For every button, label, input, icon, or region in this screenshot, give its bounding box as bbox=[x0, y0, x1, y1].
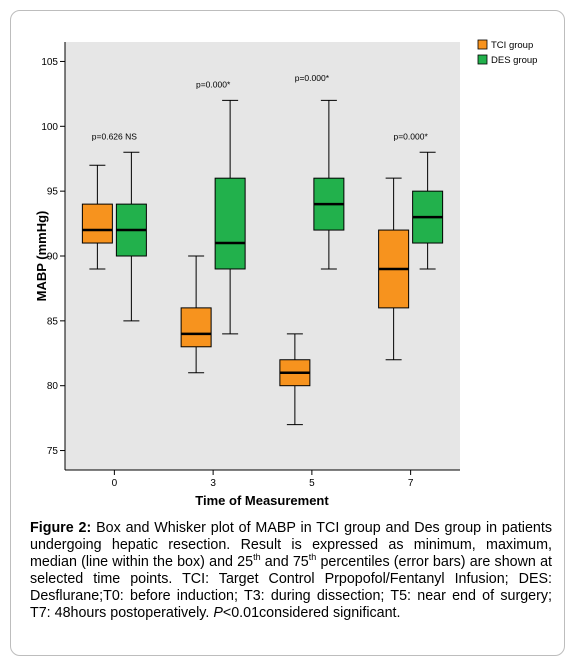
caption-text-2: and 75 bbox=[260, 554, 309, 570]
y-tick-label: 95 bbox=[47, 187, 59, 198]
box-tci-group-t3 bbox=[180, 255, 212, 374]
iqr-box bbox=[81, 203, 113, 244]
p-value-label: p=0.626 NS bbox=[92, 131, 137, 141]
x-axis: 0 3 5 7 bbox=[65, 469, 460, 489]
x-tick-label: 5 bbox=[309, 478, 315, 489]
y-tick-label: 100 bbox=[41, 122, 58, 133]
y-axis-label: MABP (mmHg) bbox=[34, 211, 49, 302]
y-tick-label: 105 bbox=[41, 57, 58, 68]
caption-sup-1: th bbox=[253, 552, 261, 563]
box-tci-group-t0 bbox=[81, 164, 113, 270]
p-value-label: p=0.000* bbox=[295, 73, 330, 83]
caption-text-3: percentiles (error bars) are shown at se… bbox=[30, 554, 553, 621]
legend: TCI group DES group bbox=[477, 39, 537, 66]
x-tick-label: 0 bbox=[112, 478, 118, 489]
iqr-box bbox=[214, 177, 246, 270]
y-tick-label: 85 bbox=[47, 316, 59, 327]
caption-label: Figure 2: bbox=[30, 520, 92, 536]
y-tick-label: 90 bbox=[47, 252, 59, 263]
box-tci-group-t7 bbox=[378, 177, 410, 361]
x-tick-label: 7 bbox=[408, 478, 414, 489]
caption-p-italic: P bbox=[213, 605, 223, 621]
caption-text-1: Box and Whisker plot of MABP in TCI grou… bbox=[30, 520, 552, 570]
box-des-group-t3 bbox=[214, 99, 246, 335]
legend-swatch bbox=[477, 54, 488, 65]
caption-sup-2: th bbox=[308, 552, 317, 563]
p-value-annotations: p=0.626 NS p=0.000* p=0.000* p=0.000* bbox=[92, 73, 429, 141]
box-series bbox=[81, 99, 444, 426]
caption-text-4: <0.01considered significant. bbox=[222, 605, 401, 621]
y-axis: 75 80 85 90 95 100 105 bbox=[41, 42, 66, 470]
legend-label: TCI group bbox=[491, 40, 533, 51]
box-des-group-t7 bbox=[412, 151, 444, 270]
iqr-box bbox=[180, 307, 212, 348]
p-value-label: p=0.000* bbox=[196, 79, 231, 89]
p-value-label: p=0.000* bbox=[393, 131, 428, 141]
legend-label: DES group bbox=[491, 55, 537, 66]
x-tick-label: 3 bbox=[210, 478, 216, 489]
figure-caption: Figure 2: Box and Whisker plot of MABP i… bbox=[30, 520, 552, 622]
box-des-group-t5 bbox=[313, 99, 345, 270]
box-des-group-t0 bbox=[115, 151, 147, 322]
x-axis-label: Time of Measurement bbox=[195, 493, 329, 508]
y-tick-label: 80 bbox=[47, 381, 59, 392]
y-tick-label: 75 bbox=[47, 446, 59, 457]
legend-swatch bbox=[477, 39, 488, 50]
box-tci-group-t5 bbox=[279, 333, 311, 426]
box-plot-chart: 75 80 85 90 95 100 105 0 3 5 7 p=0.626 NS p=0.000*… bbox=[34, 39, 537, 508]
